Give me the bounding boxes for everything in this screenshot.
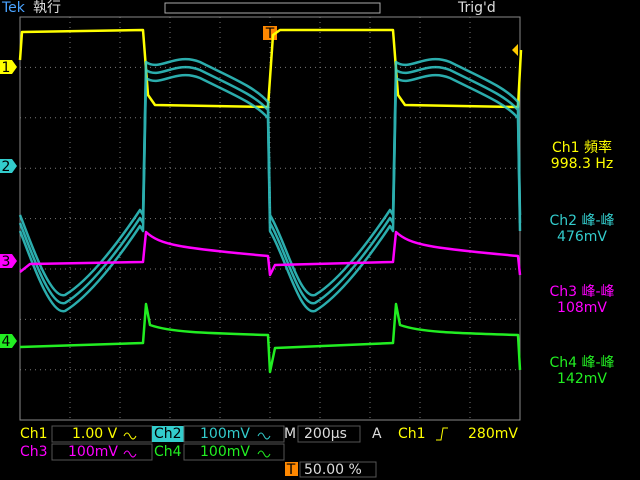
position-value: 50.00 %	[304, 462, 362, 478]
ch3-scale: 100mV	[68, 444, 118, 460]
bandwidth-icons	[123, 432, 271, 458]
ch2-trace	[18, 57, 522, 313]
record-bar	[164, 2, 381, 14]
ch4-marker	[0, 334, 17, 348]
trigger-source: Ch1	[398, 426, 426, 442]
ch2-label: Ch2	[154, 426, 182, 442]
ch3-box	[51, 443, 153, 461]
ch2-scale: 100mV	[200, 426, 250, 442]
trigger-level: 280mV	[468, 426, 518, 442]
position-icon	[285, 462, 298, 476]
ch3-label: Ch3	[20, 444, 48, 460]
ch4-box	[183, 443, 285, 461]
measure-label: Ch3 峰-峰	[549, 284, 614, 300]
trigger-marker: T	[265, 26, 275, 42]
ch3-marker	[0, 254, 17, 268]
trigger-status: Trig'd	[457, 0, 496, 16]
run-status: 執行	[33, 0, 61, 16]
ch4-scale: 100mV	[200, 444, 250, 460]
ch2-box	[183, 425, 285, 443]
ch2-marker	[0, 159, 17, 173]
trigger-label: A	[372, 426, 382, 442]
measure-value: 476mV	[557, 229, 607, 245]
ch4-marker-label: 4	[2, 334, 11, 350]
brand: Tek	[1, 0, 26, 16]
position-box	[299, 461, 377, 478]
measure-label: Ch1 頻率	[552, 139, 612, 156]
measure-value: 142mV	[557, 371, 607, 387]
timebase-value: 200µs	[304, 426, 347, 442]
ch1-marker-label: 1	[2, 60, 11, 76]
position-label: T	[286, 462, 296, 478]
ch1-scale: 1.00 V	[72, 426, 118, 442]
ch2-marker-label: 2	[2, 159, 11, 175]
measure-label: Ch2 峰-峰	[549, 213, 614, 229]
measure-value: 108mV	[557, 300, 607, 316]
timebase-label: M	[284, 426, 296, 442]
ch4-label: Ch4	[154, 444, 182, 460]
trigger-slope	[436, 427, 448, 441]
ch3-marker-label: 3	[2, 254, 11, 270]
measure-label: Ch4 峰-峰	[549, 355, 614, 371]
ch2-highlight	[152, 426, 184, 442]
measure-value: 998.3 Hz	[551, 156, 613, 172]
trigger-level	[512, 44, 518, 56]
ch1-label: Ch1	[20, 426, 48, 442]
ch3-trace	[19, 230, 522, 277]
ch1-trace	[18, 28, 523, 109]
ch1-marker	[0, 60, 17, 74]
timebase-box	[297, 425, 361, 443]
ch4-trace	[19, 302, 522, 374]
